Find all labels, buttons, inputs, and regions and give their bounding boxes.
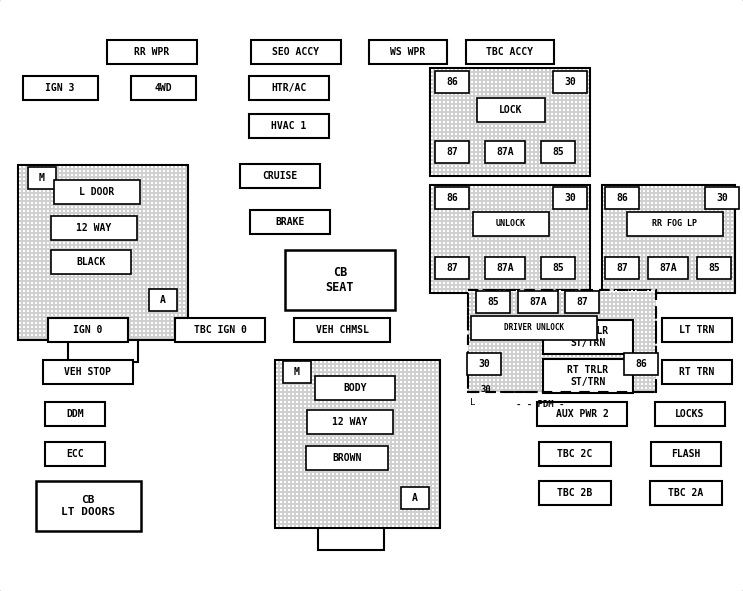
- Bar: [602, 185, 735, 293]
- Text: BROWN: BROWN: [332, 453, 362, 463]
- Bar: [401, 487, 429, 509]
- Text: 12 WAY: 12 WAY: [332, 417, 368, 427]
- Bar: [240, 164, 320, 188]
- Bar: [705, 187, 739, 209]
- Text: CB
SEAT: CB SEAT: [325, 266, 354, 294]
- Bar: [605, 257, 639, 279]
- Text: HVAC 1: HVAC 1: [271, 121, 307, 131]
- Bar: [435, 71, 469, 93]
- Bar: [468, 290, 656, 392]
- Bar: [45, 402, 105, 426]
- Bar: [43, 360, 133, 384]
- Bar: [51, 250, 131, 274]
- Bar: [662, 360, 732, 384]
- Bar: [539, 442, 611, 466]
- Text: 87: 87: [446, 263, 458, 273]
- Text: FLASH: FLASH: [672, 449, 701, 459]
- Bar: [651, 442, 721, 466]
- Bar: [149, 289, 177, 311]
- Text: CRUISE: CRUISE: [262, 171, 298, 181]
- Text: 87: 87: [446, 147, 458, 157]
- Bar: [318, 528, 384, 550]
- Text: 86: 86: [446, 193, 458, 203]
- Bar: [473, 212, 549, 236]
- Bar: [541, 141, 575, 163]
- Text: RR WPR: RR WPR: [134, 47, 169, 57]
- Text: - - PDM -: - - PDM -: [516, 400, 564, 409]
- Bar: [18, 165, 188, 340]
- Text: LOCKS: LOCKS: [675, 409, 704, 419]
- Text: TBC IGN 0: TBC IGN 0: [194, 325, 247, 335]
- Text: 86: 86: [616, 193, 628, 203]
- Bar: [28, 167, 56, 189]
- Text: L: L: [470, 398, 476, 407]
- Text: 85: 85: [708, 263, 720, 273]
- Text: 87: 87: [616, 263, 628, 273]
- Bar: [275, 360, 440, 528]
- Text: 85: 85: [487, 297, 499, 307]
- Text: 87A: 87A: [496, 263, 514, 273]
- Bar: [650, 481, 722, 505]
- Bar: [655, 402, 725, 426]
- Bar: [175, 318, 265, 342]
- Text: DRIVER UNLOCK: DRIVER UNLOCK: [504, 323, 564, 333]
- Text: A: A: [160, 295, 166, 305]
- Bar: [430, 185, 590, 293]
- Text: CB
LT DOORS: CB LT DOORS: [61, 495, 115, 517]
- Text: 4WD: 4WD: [155, 83, 172, 93]
- Text: HTR/AC: HTR/AC: [271, 83, 307, 93]
- Text: WS WPR: WS WPR: [390, 47, 426, 57]
- Text: 85: 85: [552, 147, 564, 157]
- Bar: [467, 353, 501, 375]
- Bar: [553, 187, 587, 209]
- Text: BODY: BODY: [343, 383, 367, 393]
- Bar: [627, 212, 723, 236]
- Bar: [477, 98, 545, 122]
- Text: DDM: DDM: [66, 409, 84, 419]
- Bar: [435, 187, 469, 209]
- Bar: [435, 141, 469, 163]
- Bar: [485, 257, 525, 279]
- Text: TBC 2C: TBC 2C: [557, 449, 593, 459]
- Text: RT TRN: RT TRN: [679, 367, 715, 377]
- Text: 87A: 87A: [529, 297, 547, 307]
- Bar: [539, 481, 611, 505]
- Bar: [307, 410, 393, 434]
- Bar: [605, 187, 639, 209]
- Text: 30: 30: [564, 77, 576, 87]
- Bar: [435, 257, 469, 279]
- Bar: [430, 68, 590, 176]
- Bar: [251, 40, 341, 64]
- Bar: [541, 257, 575, 279]
- Bar: [697, 257, 731, 279]
- Text: VEH CHMSL: VEH CHMSL: [316, 325, 369, 335]
- Bar: [249, 76, 329, 100]
- Text: 87A: 87A: [659, 263, 677, 273]
- Text: 87: 87: [576, 297, 588, 307]
- Text: 12 WAY: 12 WAY: [77, 223, 111, 233]
- Bar: [250, 210, 330, 234]
- Bar: [466, 40, 554, 64]
- Text: A: A: [412, 493, 418, 503]
- Bar: [68, 340, 138, 362]
- Text: RT TRLR
ST/TRN: RT TRLR ST/TRN: [568, 365, 609, 387]
- Text: 30: 30: [716, 193, 728, 203]
- Bar: [54, 180, 140, 204]
- Text: LT TRN: LT TRN: [679, 325, 715, 335]
- Bar: [565, 291, 599, 313]
- Text: IGN 3: IGN 3: [45, 83, 75, 93]
- Text: 30: 30: [481, 385, 491, 394]
- Bar: [624, 353, 658, 375]
- Text: 86: 86: [635, 359, 647, 369]
- Text: TBC 2A: TBC 2A: [669, 488, 704, 498]
- Bar: [662, 318, 732, 342]
- Bar: [294, 318, 390, 342]
- Text: BRAKE: BRAKE: [276, 217, 305, 227]
- Bar: [51, 216, 137, 240]
- Bar: [283, 361, 311, 383]
- Text: 86: 86: [446, 77, 458, 87]
- Text: 87A: 87A: [496, 147, 514, 157]
- Bar: [48, 318, 128, 342]
- Text: RR FOG LP: RR FOG LP: [652, 219, 698, 229]
